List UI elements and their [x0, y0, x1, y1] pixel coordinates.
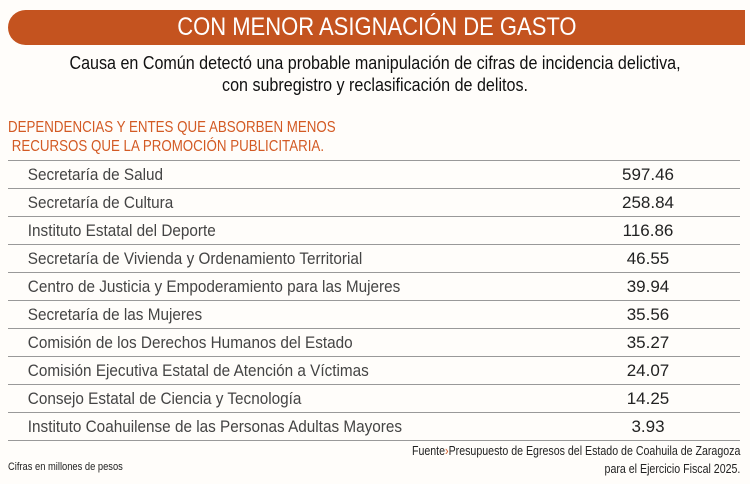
row-name: Secretaría de Vivienda y Ordenamiento Te… [27, 248, 363, 268]
section-title-line: DEPENDENCIAS Y ENTES QUE ABSORBEN MENOS [8, 119, 336, 136]
section-title: DEPENDENCIAS Y ENTES QUE ABSORBEN MENOS … [8, 118, 336, 156]
row-value: 46.55 [626, 248, 670, 268]
row-name: Comisión Ejecutiva Estatal de Atención a… [27, 360, 369, 380]
source-line: Presupuesto de Egresos del Estado de Coa… [448, 444, 740, 458]
units-note: Cifras en millones de pesos [8, 461, 123, 473]
source: Fuente›Presupuesto de Egresos del Estado… [354, 442, 740, 478]
row-value: 39.94 [626, 276, 670, 296]
table-row: Comisión Ejecutiva Estatal de Atención a… [8, 357, 740, 385]
subtitle-line: Causa en Común detectó una probable mani… [69, 52, 681, 73]
table-row: Secretaría de Vivienda y Ordenamiento Te… [8, 245, 740, 273]
row-value: 35.27 [626, 332, 670, 352]
data-table: Secretaría de Salud 597.46 Secretaría de C… [8, 160, 740, 441]
row-value: 258.84 [622, 192, 674, 212]
row-name: Centro de Justicia y Empoderamiento para… [27, 276, 401, 296]
source-label: Fuente [411, 444, 445, 458]
source-line: para el Ejercicio Fiscal 2025. [604, 462, 740, 476]
table-row: Secretaría de Cultura 258.84 [8, 189, 740, 217]
table-row: Comisión de los Derechos Humanos del Est… [8, 329, 740, 357]
row-value: 3.93 [631, 416, 665, 436]
row-name: Instituto Coahuilense de las Personas Ad… [27, 416, 403, 436]
row-name: Instituto Estatal del Deporte [27, 220, 216, 240]
table-row: Consejo Estatal de Ciencia y Tecnología 1… [8, 385, 740, 413]
table-row: Secretaría de Salud 597.46 [8, 161, 740, 189]
row-name: Secretaría de Salud [27, 164, 164, 184]
title: CON MENOR ASIGNACIÓN DE GASTO [176, 13, 577, 41]
row-name: Secretaría de las Mujeres [27, 304, 203, 324]
section-title-line: RECURSOS QUE LA PROMOCIÓN PUBLICITARIA. [8, 138, 325, 155]
subtitle: Causa en Común detectó una probable mani… [0, 52, 750, 96]
row-name: Consejo Estatal de Ciencia y Tecnología [27, 388, 302, 408]
subtitle-line: con subregistro y reclasificación de del… [222, 74, 528, 95]
table-row: Instituto Estatal del Deporte 116.86 [8, 217, 740, 245]
row-value: 24.07 [626, 360, 670, 380]
title-banner: CON MENOR ASIGNACIÓN DE GASTO [8, 10, 745, 45]
row-value: 116.86 [622, 220, 674, 240]
table-row: Instituto Coahuilense de las Personas Ad… [8, 413, 740, 441]
row-name: Secretaría de Cultura [27, 192, 174, 212]
table-row: Centro de Justicia y Empoderamiento para… [8, 273, 740, 301]
arrow-icon: › [444, 444, 449, 458]
row-value: 14.25 [626, 388, 670, 408]
row-value: 35.56 [626, 304, 670, 324]
row-value: 597.46 [622, 164, 674, 184]
row-name: Comisión de los Derechos Humanos del Est… [27, 332, 353, 352]
table-row: Secretaría de las Mujeres 35.56 [8, 301, 740, 329]
